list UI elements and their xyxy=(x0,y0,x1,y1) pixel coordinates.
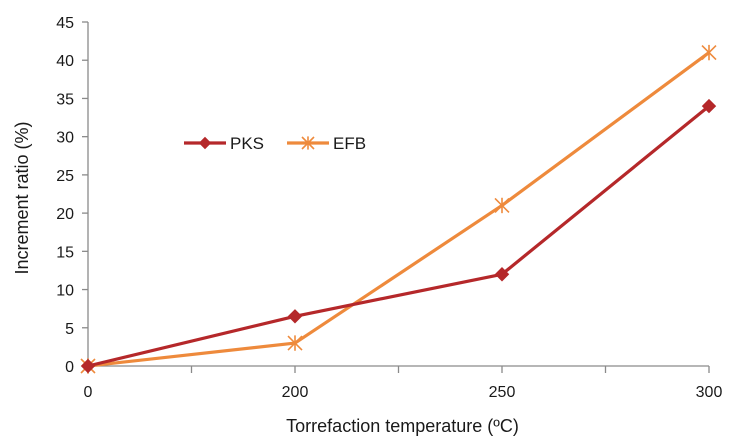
x-axis-ticks: 0 200 250 300 xyxy=(84,366,723,401)
x-tick-label: 250 xyxy=(489,384,516,401)
pks-point xyxy=(701,98,717,114)
pks-point xyxy=(80,358,96,374)
pks-point xyxy=(494,267,510,282)
legend-item-efb: EFB xyxy=(287,134,366,153)
legend-label-efb: EFB xyxy=(333,134,366,153)
y-tick-label: 0 xyxy=(65,359,74,376)
y-tick-label: 10 xyxy=(56,283,74,300)
legend-label-pks: PKS xyxy=(230,134,264,153)
y-tick-label: 30 xyxy=(56,130,74,147)
efb-series xyxy=(80,44,717,374)
efb-point xyxy=(287,335,303,351)
x-tick-label: 200 xyxy=(282,384,309,401)
y-tick-label: 45 xyxy=(56,15,74,32)
y-tick-label: 5 xyxy=(65,321,74,338)
series-layer xyxy=(80,44,717,374)
x-tick-label: 300 xyxy=(696,384,723,401)
pks-point xyxy=(287,309,303,324)
y-axis-title: Increment ratio (%) xyxy=(12,121,32,274)
x-axis-title: Torrefaction temperature (ºC) xyxy=(286,416,519,436)
legend: PKS EFB xyxy=(184,134,366,153)
legend-diamond-marker xyxy=(198,136,212,150)
y-tick-label: 35 xyxy=(56,91,74,108)
legend-item-pks: PKS xyxy=(184,134,264,153)
x-tick-label: 0 xyxy=(84,384,93,401)
efb-point xyxy=(701,44,717,61)
efb-line xyxy=(87,51,710,368)
pks-line xyxy=(87,104,711,368)
pks-series xyxy=(80,98,717,374)
legend-star-marker xyxy=(301,136,315,150)
y-tick-label: 40 xyxy=(56,53,74,70)
y-tick-label: 15 xyxy=(56,244,74,261)
y-tick-label: 25 xyxy=(56,168,74,185)
y-tick-label: 20 xyxy=(56,206,74,223)
efb-point xyxy=(494,197,510,214)
y-axis-ticks: 0 5 10 15 20 25 30 35 40 45 xyxy=(56,15,88,376)
